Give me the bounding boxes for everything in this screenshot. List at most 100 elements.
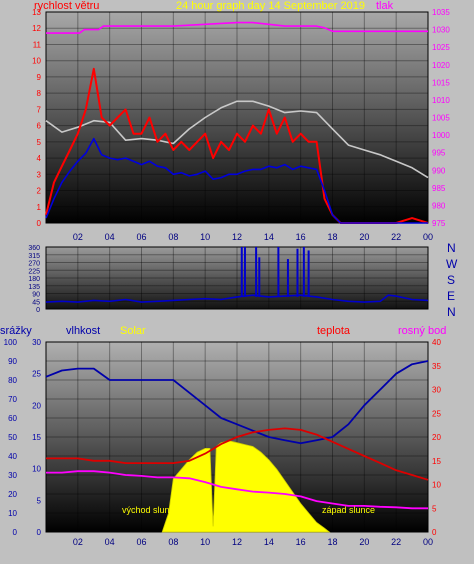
- y-tick-label: 5: [432, 504, 437, 513]
- x-tick-label: 18: [327, 232, 337, 242]
- y-tick-label: 135: [28, 284, 40, 291]
- x-tick-label: 14: [264, 537, 274, 547]
- y-tick-label: 80: [8, 376, 17, 385]
- y-tick-label: 30: [32, 338, 41, 347]
- y-tick-label: 6: [37, 122, 42, 131]
- x-tick-label: 04: [105, 232, 115, 242]
- y-tick-label: 35: [432, 362, 441, 371]
- temperature-label: teplota: [317, 325, 351, 337]
- x-tick-label: 16: [296, 537, 306, 547]
- y-tick-label: 0: [37, 219, 42, 228]
- y-tick-label: 3: [37, 170, 42, 179]
- y-tick-label: 1025: [432, 43, 450, 52]
- x-tick-label: 10: [200, 232, 210, 242]
- x-tick-label: 20: [359, 232, 369, 242]
- y-tick-label: 1000: [432, 131, 450, 140]
- y-tick-label: 70: [8, 395, 17, 404]
- y-tick-label: 225: [28, 268, 40, 275]
- y-tick-label: 990: [432, 166, 446, 175]
- x-tick-label: 22: [391, 232, 401, 242]
- y-tick-label: 360: [28, 245, 40, 252]
- x-tick-label: 08: [168, 537, 178, 547]
- y-tick-label: 15: [32, 433, 41, 442]
- y-tick-label: 50: [8, 433, 17, 442]
- x-tick-label: 00: [423, 537, 433, 547]
- y-tick-label: 30: [8, 471, 17, 480]
- y-tick-label: 180: [28, 276, 40, 283]
- y-tick-label: 975: [432, 219, 446, 228]
- y-tick-label: 1: [37, 203, 42, 212]
- dewpoint-line: [46, 470, 428, 510]
- y-tick-label: 1030: [432, 26, 450, 35]
- y-tick-label: 15: [432, 457, 441, 466]
- y-tick-label: 5: [37, 496, 42, 505]
- compass-label-n-top: N: [447, 241, 456, 255]
- series-lines: [45, 21, 429, 510]
- y-tick-label: 10: [32, 465, 41, 474]
- humidity-line: [45, 360, 429, 445]
- sunrise-annotation: východ slunce: [122, 505, 179, 515]
- y-tick-label: 13: [32, 8, 41, 17]
- x-tick-label: 22: [391, 537, 401, 547]
- y-tick-label: 10: [8, 509, 17, 518]
- pressure-label: tlak: [376, 0, 394, 12]
- y-tick-label: 2: [37, 187, 42, 196]
- y-tick-label: 40: [432, 338, 441, 347]
- y-tick-label: 980: [432, 201, 446, 210]
- tick-labels: 02 04 06 08 10 12 14 16 18 20 22 000123456789101112…: [4, 8, 451, 547]
- y-tick-label: 1015: [432, 78, 450, 87]
- y-tick-label: 60: [8, 414, 17, 423]
- solar-label: Solar: [120, 325, 146, 337]
- y-tick-label: 30: [432, 386, 441, 395]
- pressure-trend-line: [45, 100, 429, 179]
- y-tick-label: 20: [432, 433, 441, 442]
- x-tick-label: 02: [73, 537, 83, 547]
- y-tick-label: 7: [37, 105, 42, 114]
- y-tick-label: 20: [8, 490, 17, 499]
- y-tick-label: 0: [37, 528, 42, 537]
- y-tick-label: 90: [8, 357, 17, 366]
- x-tick-label: 08: [168, 232, 178, 242]
- wind-speed-line: [45, 137, 428, 224]
- compass-label-e: E: [447, 289, 455, 303]
- chart-title: 24 hour graph day 14 September 2019: [176, 0, 365, 12]
- y-tick-label: 4: [37, 154, 42, 163]
- y-tick-label: 10: [432, 481, 441, 490]
- y-tick-label: 0: [36, 307, 40, 314]
- humidity-label: vlhkost: [66, 325, 100, 337]
- y-tick-label: 40: [8, 452, 17, 461]
- y-tick-label: 12: [32, 24, 41, 33]
- y-tick-label: 1035: [432, 8, 450, 17]
- panel-1-plot: [45, 11, 429, 224]
- x-tick-label: 04: [105, 537, 115, 547]
- wind-speed-label: rychlost větru: [34, 0, 99, 12]
- x-tick-label: 02: [73, 232, 83, 242]
- y-tick-label: 995: [432, 149, 446, 158]
- x-tick-label: 16: [296, 232, 306, 242]
- x-tick-label: 12: [232, 537, 242, 547]
- y-tick-label: 5: [37, 138, 42, 147]
- y-tick-label: 25: [32, 370, 41, 379]
- y-tick-label: 985: [432, 184, 446, 193]
- y-tick-label: 9: [37, 73, 42, 82]
- y-tick-label: 1010: [432, 96, 450, 105]
- y-tick-label: 11: [33, 40, 42, 49]
- x-tick-label: 18: [327, 537, 337, 547]
- sunset-annotation: západ slunce: [322, 505, 375, 515]
- panel-2-plot: [45, 246, 429, 310]
- compass-label-s: S: [447, 273, 455, 287]
- y-tick-label: 0: [432, 528, 437, 537]
- pressure-line: [46, 21, 428, 34]
- y-tick-label: 1005: [432, 114, 450, 123]
- x-tick-label: 00: [423, 232, 433, 242]
- y-tick-label: 100: [4, 338, 18, 347]
- y-tick-label: 315: [28, 253, 40, 260]
- x-tick-label: 12: [232, 232, 242, 242]
- y-tick-label: 20: [32, 401, 41, 410]
- y-tick-label: 1020: [432, 61, 450, 70]
- temperature-line: [46, 427, 429, 481]
- compass-label-w: W: [446, 257, 458, 271]
- y-tick-label: 25: [432, 409, 441, 418]
- dewpoint-label: rosný bod: [398, 325, 446, 337]
